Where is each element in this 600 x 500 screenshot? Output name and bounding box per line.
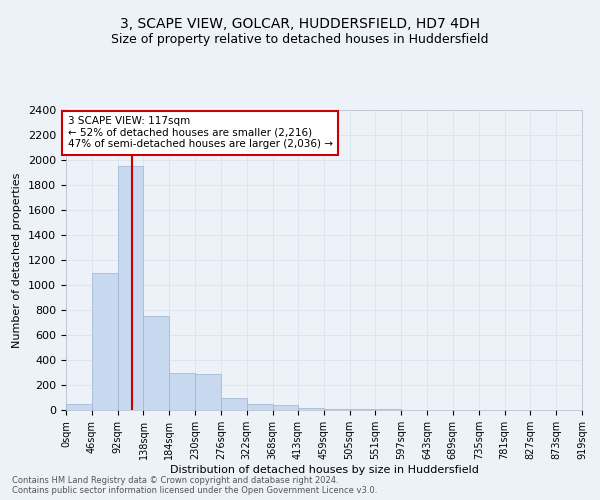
Bar bbox=[169, 372, 195, 410]
Bar bbox=[272, 405, 298, 410]
Text: 3 SCAPE VIEW: 117sqm
← 52% of detached houses are smaller (2,216)
47% of semi-de: 3 SCAPE VIEW: 117sqm ← 52% of detached h… bbox=[68, 116, 332, 150]
Bar bbox=[143, 316, 169, 410]
Bar bbox=[324, 409, 350, 410]
Bar bbox=[92, 272, 118, 410]
Text: 3, SCAPE VIEW, GOLCAR, HUDDERSFIELD, HD7 4DH: 3, SCAPE VIEW, GOLCAR, HUDDERSFIELD, HD7… bbox=[120, 18, 480, 32]
Bar bbox=[350, 409, 376, 410]
X-axis label: Distribution of detached houses by size in Huddersfield: Distribution of detached houses by size … bbox=[170, 464, 478, 474]
Y-axis label: Number of detached properties: Number of detached properties bbox=[13, 172, 22, 348]
Text: Size of property relative to detached houses in Huddersfield: Size of property relative to detached ho… bbox=[111, 32, 489, 46]
Bar bbox=[66, 404, 92, 410]
Bar bbox=[298, 408, 324, 410]
Bar bbox=[118, 166, 143, 410]
Bar bbox=[195, 374, 221, 410]
Bar bbox=[247, 404, 272, 410]
Bar bbox=[221, 398, 247, 410]
Text: Contains HM Land Registry data © Crown copyright and database right 2024.
Contai: Contains HM Land Registry data © Crown c… bbox=[12, 476, 377, 495]
